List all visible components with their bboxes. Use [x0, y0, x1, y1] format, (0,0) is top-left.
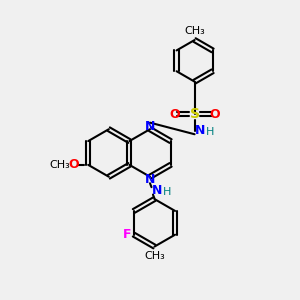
Text: CH₃: CH₃ — [184, 26, 205, 36]
Text: O: O — [68, 158, 79, 171]
Text: F: F — [123, 228, 132, 241]
Text: N: N — [145, 120, 155, 133]
Text: CH₃: CH₃ — [144, 251, 165, 261]
Text: N: N — [195, 124, 205, 137]
Text: S: S — [190, 107, 200, 121]
Text: H: H — [206, 127, 214, 137]
Text: N: N — [145, 173, 155, 186]
Text: H: H — [163, 187, 171, 196]
Text: O: O — [169, 108, 180, 121]
Text: N: N — [152, 184, 162, 196]
Text: CH₃: CH₃ — [50, 160, 70, 170]
Text: O: O — [209, 108, 220, 121]
